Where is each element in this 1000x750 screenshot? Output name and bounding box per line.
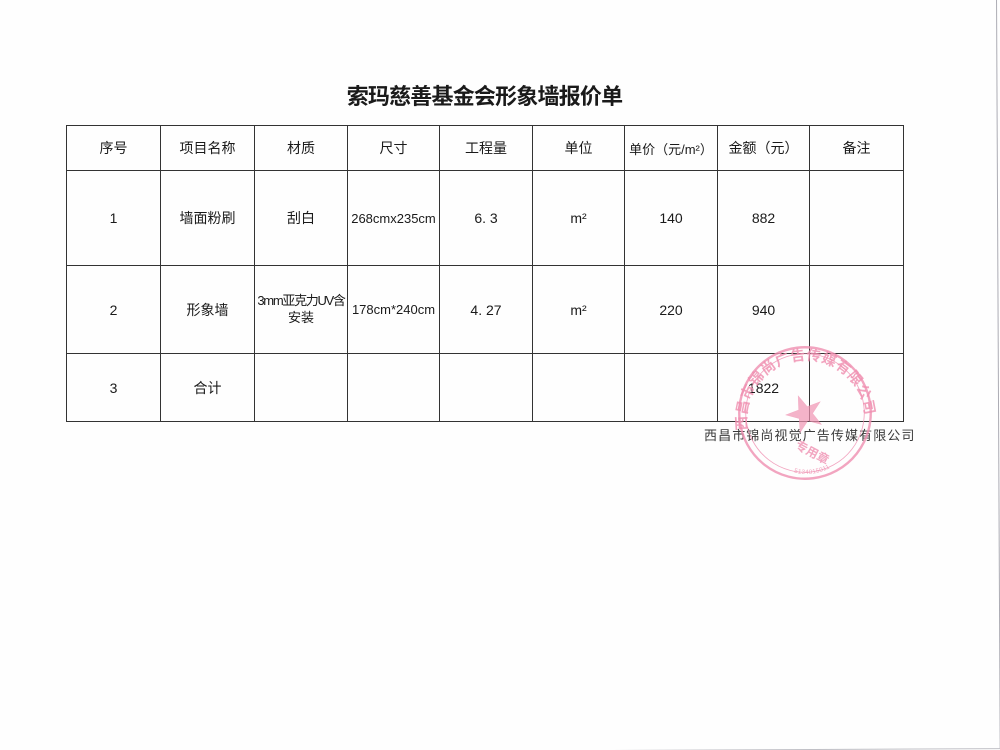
svg-text:专用章: 专用章 bbox=[793, 437, 832, 467]
